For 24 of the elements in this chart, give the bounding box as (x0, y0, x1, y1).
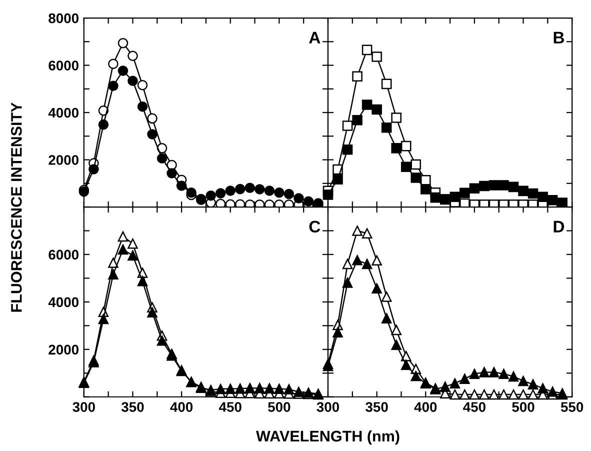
x-tick-label: 400 (414, 402, 437, 412)
annotation: A (309, 32, 320, 44)
x-tick-label: 550 (560, 402, 584, 412)
x-tick-label: 500 (512, 402, 534, 412)
y-tick-label: 4000 (48, 108, 78, 118)
y-tick-label: 4000 (48, 297, 78, 308)
y-tick-label: 2000 (48, 344, 78, 355)
annotation: C (309, 220, 320, 233)
x-tick-label: 450 (218, 402, 242, 412)
y-tick-label: 6000 (48, 60, 78, 70)
x-tick-label: 300 (316, 402, 340, 412)
y-tick-label: 8000 (48, 13, 78, 24)
x-tick-label: 450 (463, 402, 486, 412)
x-tick-label: 350 (366, 402, 388, 412)
annotation: D (554, 220, 564, 232)
y-tick-label: 6000 (48, 250, 78, 260)
y-tick-label: 2000 (48, 155, 78, 165)
x-tick-label: 500 (268, 402, 290, 412)
x-axis-title: WAVELENGTH (nm) (256, 430, 400, 445)
x-tick-label: 300 (72, 402, 95, 412)
y-axis-title: FLUORESCENCE INTENSITY (11, 102, 22, 312)
annotation: B (554, 32, 564, 44)
x-tick-label: 400 (170, 402, 193, 412)
x-tick-label: 350 (121, 402, 144, 412)
